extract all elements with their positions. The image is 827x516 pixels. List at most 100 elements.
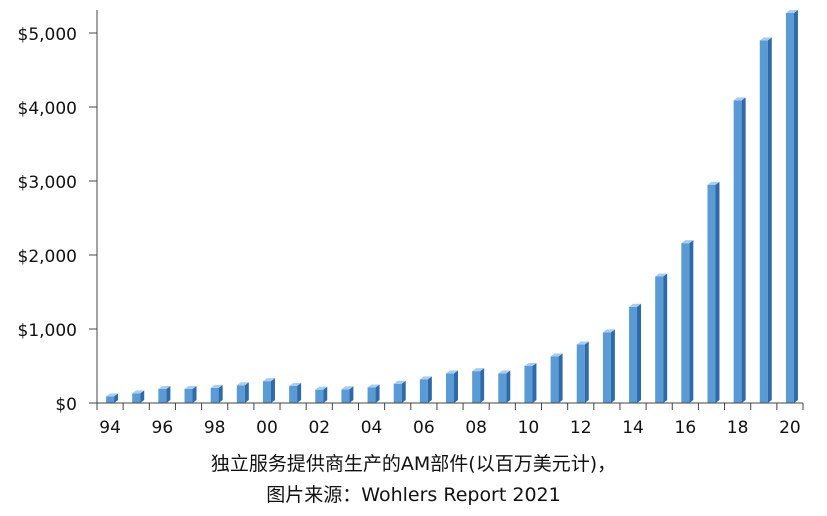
bar-side [532,363,537,403]
bar [655,273,668,403]
bar-side [270,378,275,403]
bar-front [733,100,742,403]
bar-front [393,383,402,403]
bar-side [506,370,511,403]
y-tick-label: $5,000 [18,25,77,45]
bar [210,384,223,403]
bar-front [498,373,507,403]
bars [106,10,798,404]
x-tick-label: 94 [99,418,121,438]
bar-front [576,344,585,403]
bar-front [707,184,716,403]
bar-chart: $0 $1,000 $2,000 $3,000 $4,000 $5,000 94 96 98 0… [18,10,804,438]
bar [315,386,328,403]
bar-top [106,393,119,397]
bar [289,382,302,403]
bar [629,303,642,403]
bar-top [576,341,589,345]
x-tick-label: 02 [308,418,330,438]
bar-side [480,368,485,403]
bar-top [210,384,223,388]
bar [446,370,458,403]
bar-side [663,273,668,403]
bar-side [401,380,406,403]
bar-front [472,371,481,403]
bar-top [393,380,406,384]
bar-front [550,356,559,403]
bar-front [759,40,768,404]
bar-side [140,390,145,403]
bar-side [114,393,119,403]
bar-side [741,97,746,403]
bar [524,363,537,403]
bar-top [759,37,772,41]
bar-side [166,385,171,403]
bar-front [524,366,533,403]
bar-top [524,363,537,366]
x-tick-label: 00 [256,418,278,438]
bar-top [236,382,249,386]
bar-front [184,388,193,403]
y-tick-label: $4,000 [18,99,77,119]
y-tick-label: $3,000 [18,173,77,193]
bar-side [244,382,249,403]
bar-top [629,303,642,307]
bar-side [192,385,197,403]
bar-front [236,385,245,403]
bar-front [602,332,611,403]
bar-top [367,384,380,388]
bar [602,329,615,403]
bar-side [637,303,642,403]
x-tick-label: 98 [204,418,226,438]
bar [733,97,746,403]
bar-top [262,378,275,382]
bar-front [367,387,376,403]
chart-caption-line-1: 独立服务提供商生产的AM部件(以百万美元计)， [210,453,617,475]
x-tick-label: 08 [465,418,487,438]
bar-top [289,382,302,386]
bar [367,384,380,403]
bar-top [446,370,458,374]
bar-side [610,329,615,403]
bar-top [681,240,694,244]
bar [707,181,720,403]
y-axis: $0 $1,000 $2,000 $3,000 $4,000 $5,000 [18,10,98,415]
bar [681,240,694,403]
bar-top [419,376,432,380]
x-tick-label: 16 [675,418,697,438]
bar-side [793,10,798,404]
bar-front [341,389,350,403]
bar-front [289,385,298,403]
bar-front [655,276,664,403]
bar-front [446,373,454,403]
bar [262,378,275,403]
bar-front [419,379,428,403]
bar [498,370,511,403]
bar-side [584,341,589,403]
bar [158,385,171,403]
bar-side [715,181,720,403]
x-axis: 94 96 98 00 02 04 06 08 10 12 14 16 18 20 [96,402,804,438]
x-tick-label: 14 [622,418,644,438]
bar-side [689,240,694,403]
bar-top [184,385,197,389]
bar-side [323,386,328,403]
bar [576,341,589,403]
bar [785,10,798,404]
bar-top [550,353,563,357]
bar-side [375,384,380,403]
bar-top [158,385,171,389]
bar-side [767,37,772,404]
bar [132,390,145,403]
bar [419,376,432,403]
bar [550,353,563,403]
bar-top [655,273,668,277]
chart-caption-line-2: 图片来源：Wohlers Report 2021 [266,484,561,506]
x-tick-label: 06 [413,418,435,438]
bar-front [158,388,167,403]
bar [106,393,119,403]
bar-front [262,381,271,403]
bar-front [629,306,638,403]
x-tick-label: 20 [779,418,801,438]
bar [472,368,485,403]
